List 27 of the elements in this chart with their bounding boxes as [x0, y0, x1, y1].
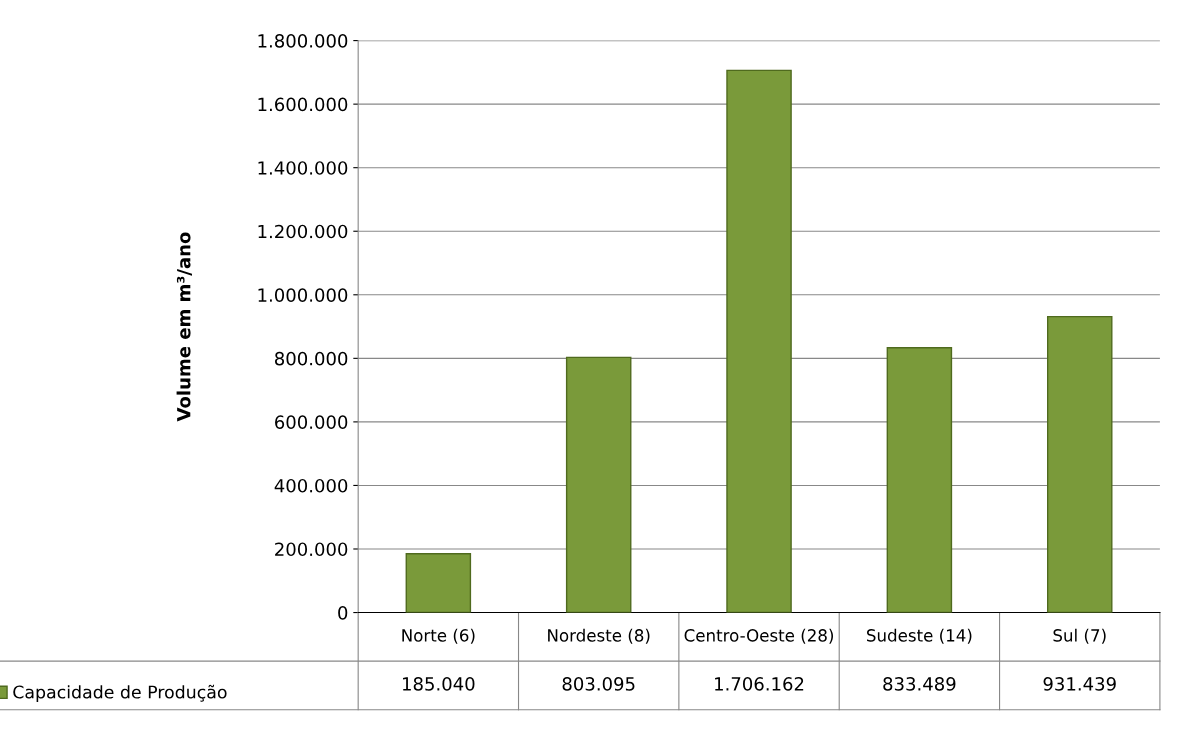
y-tick-label: 1.000.000 — [258, 288, 348, 302]
y-tick-label: 200.000 — [275, 542, 348, 557]
y-tick-label: 1.200.000 — [258, 224, 348, 239]
data-label: 833.489 — [883, 677, 956, 691]
bar — [1046, 315, 1113, 613]
data-label: 803.095 — [562, 677, 635, 691]
y-tick-label: 800.000 — [275, 351, 348, 366]
data-label: 1.706.162 — [715, 677, 804, 691]
y-tick-label: 0 — [338, 606, 348, 620]
x-tick-label: Sudeste (14) — [867, 628, 972, 644]
legend-label: Capacidade de Produção — [13, 684, 227, 702]
y-tick-label: 400.000 — [274, 478, 348, 493]
bar — [565, 356, 632, 613]
y-tick-label: 1.600.000 — [258, 97, 348, 112]
data-label: 931.439 — [1043, 677, 1116, 691]
x-tick-label: Sul (7) — [1053, 628, 1106, 644]
data-label: 185.040 — [403, 677, 475, 691]
bar — [726, 69, 792, 613]
x-tick-label: Nordeste (8) — [548, 628, 650, 644]
bar — [886, 347, 953, 613]
y-tick-label: 600.000 — [275, 415, 348, 430]
x-tick-label: Centro-Oeste (28) — [684, 628, 834, 644]
x-tick-label: Norte (6) — [402, 628, 475, 644]
y-axis-title: Volume em m³/ano — [176, 232, 192, 422]
y-tick-label: 1.400.000 — [258, 161, 348, 175]
y-tick-label: 1.800.000 — [258, 34, 348, 48]
bar — [405, 553, 472, 613]
